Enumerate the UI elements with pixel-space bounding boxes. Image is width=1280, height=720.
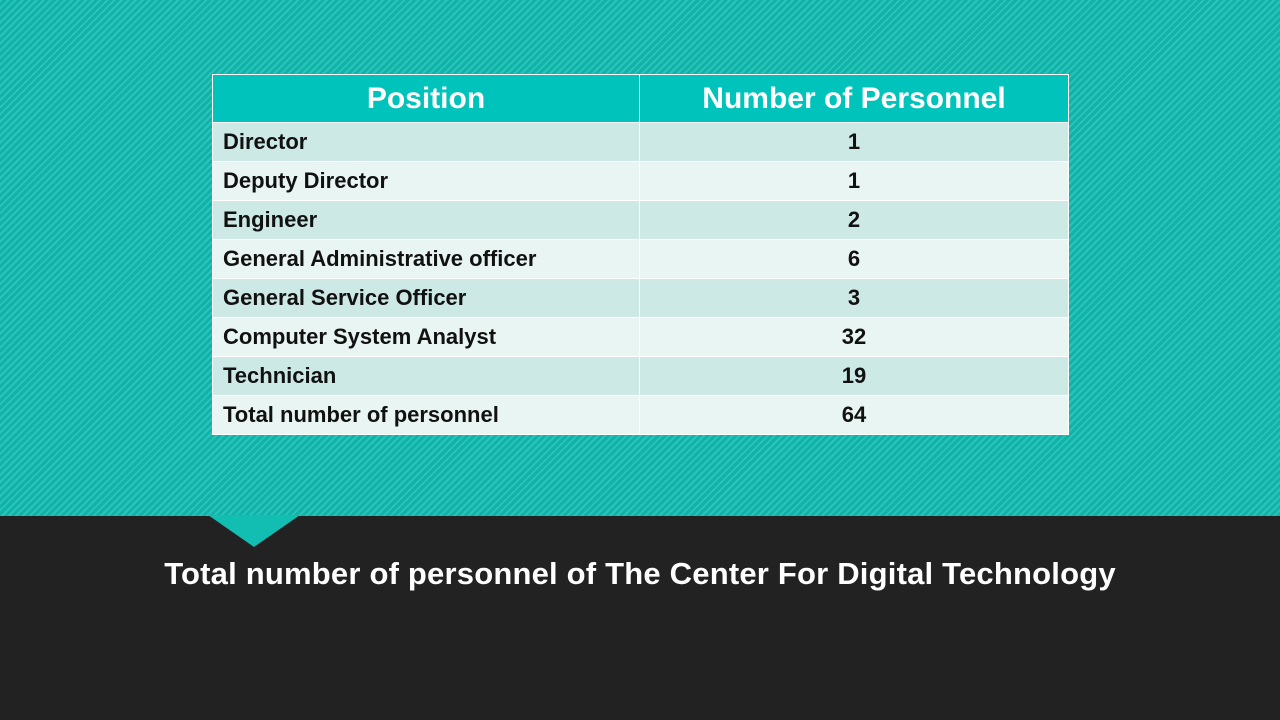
count-cell: 6 — [639, 239, 1069, 279]
total-count-cell: 64 — [639, 395, 1069, 435]
table-header-row: Position Number of Personnel — [212, 74, 1069, 123]
count-cell: 3 — [639, 278, 1069, 318]
table-row: Director 1 — [212, 122, 1069, 162]
table-row-total: Total number of personnel 64 — [212, 395, 1069, 435]
callout-notch — [208, 515, 300, 547]
count-cell: 1 — [639, 161, 1069, 201]
personnel-table: Position Number of Personnel Director 1 … — [212, 74, 1069, 435]
position-cell: Computer System Analyst — [212, 317, 640, 357]
position-cell: Engineer — [212, 200, 640, 240]
count-cell: 2 — [639, 200, 1069, 240]
table-row: Deputy Director 1 — [212, 161, 1069, 201]
position-cell: Director — [212, 122, 640, 162]
count-cell: 32 — [639, 317, 1069, 357]
table-row: General Administrative officer 6 — [212, 239, 1069, 279]
table-row: Technician 19 — [212, 356, 1069, 396]
count-cell: 19 — [639, 356, 1069, 396]
table-row: Computer System Analyst 32 — [212, 317, 1069, 357]
slide-caption: Total number of personnel of The Center … — [164, 556, 1116, 591]
position-cell: General Service Officer — [212, 278, 640, 318]
header-position: Position — [212, 74, 640, 123]
total-label-cell: Total number of personnel — [212, 395, 640, 435]
table-row: Engineer 2 — [212, 200, 1069, 240]
table-row: General Service Officer 3 — [212, 278, 1069, 318]
count-cell: 1 — [639, 122, 1069, 162]
position-cell: Technician — [212, 356, 640, 396]
position-cell: Deputy Director — [212, 161, 640, 201]
position-cell: General Administrative officer — [212, 239, 640, 279]
header-number-of-personnel: Number of Personnel — [639, 74, 1069, 123]
